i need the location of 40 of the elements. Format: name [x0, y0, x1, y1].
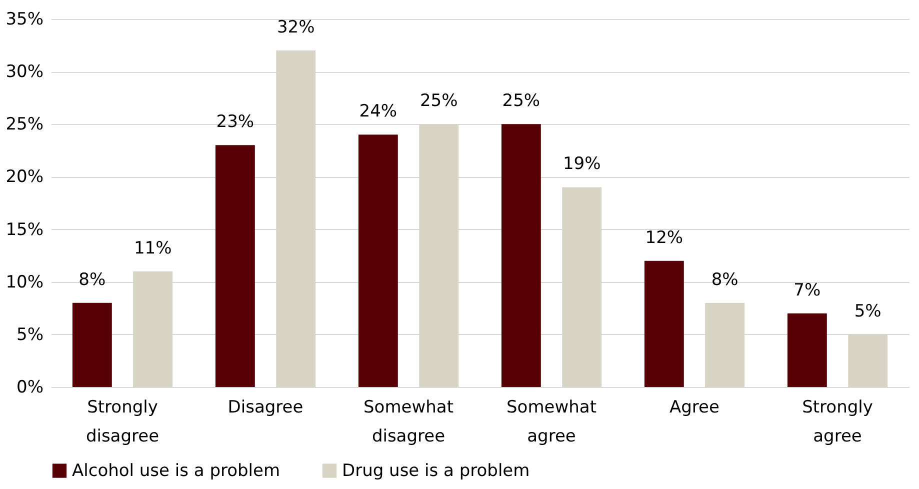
y-tick-label: 30%	[6, 62, 44, 82]
bar	[848, 334, 888, 387]
data-label: 25%	[502, 91, 540, 112]
y-tick-label: 5%	[16, 324, 44, 345]
x-tick-label: Somewhat agree	[506, 398, 597, 446]
data-label: 32%	[276, 18, 315, 38]
y-tick-label: 0%	[16, 378, 44, 398]
data-label: 7%	[794, 280, 821, 300]
bar	[215, 145, 255, 387]
x-tick-label: Disagree	[228, 398, 304, 418]
data-label: 8%	[78, 270, 106, 290]
x-tick-label: Agree	[670, 398, 720, 418]
bar	[276, 50, 316, 387]
bar	[501, 124, 541, 387]
y-tick-label: 15%	[6, 220, 44, 240]
x-tick-label: Somewhat disagree	[364, 398, 454, 446]
data-label: 25%	[420, 91, 458, 112]
legend-label: Drug use is a problem	[342, 460, 530, 481]
legend-label: Alcohol use is a problem	[72, 460, 280, 481]
bar	[72, 302, 112, 387]
y-tick-label: 20%	[6, 167, 44, 188]
y-tick-label: 35%	[6, 10, 44, 30]
data-label: 23%	[216, 112, 254, 132]
bar	[562, 187, 602, 387]
y-tick-label: 10%	[6, 272, 44, 292]
bar	[358, 134, 398, 387]
bar	[419, 124, 459, 387]
y-tick-label: 25%	[6, 114, 44, 135]
bar	[787, 313, 827, 387]
data-label: 11%	[134, 238, 172, 258]
bar	[644, 260, 684, 387]
data-label: 12%	[645, 228, 684, 248]
bar	[133, 271, 173, 387]
x-tick-label: Strongly agree	[802, 398, 873, 446]
data-label: 24%	[359, 102, 398, 122]
x-tick-label: Strongly disagree	[86, 398, 160, 446]
data-label: 5%	[854, 301, 882, 322]
bar	[705, 302, 745, 387]
data-label: 8%	[711, 270, 738, 290]
data-label: 19%	[562, 154, 601, 174]
